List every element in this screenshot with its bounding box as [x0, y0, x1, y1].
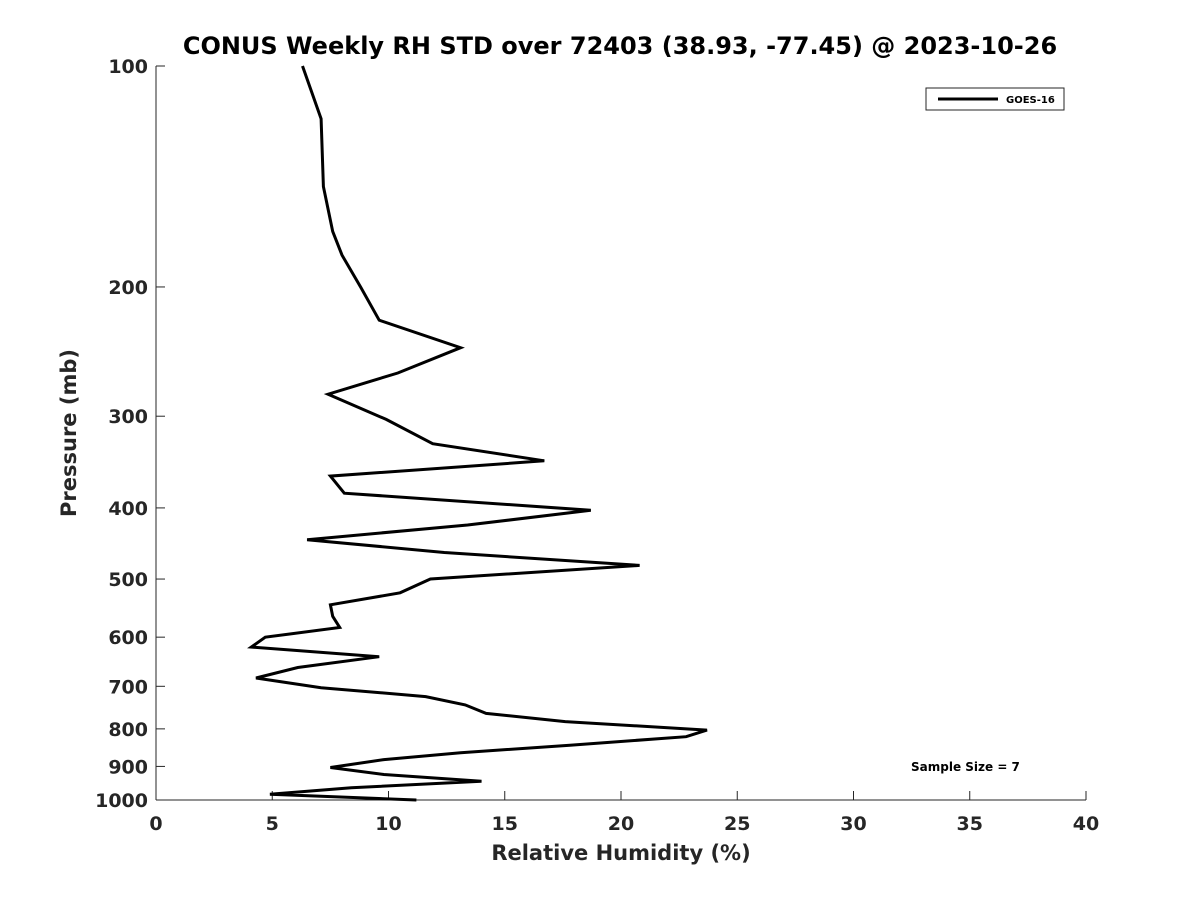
- y-tick-label: 700: [108, 676, 148, 698]
- x-tick-label: 15: [492, 813, 518, 835]
- y-tick-label: 100: [108, 56, 148, 78]
- y-tick-label: 400: [108, 498, 148, 520]
- x-tick-label: 25: [724, 813, 750, 835]
- x-tick-label: 35: [957, 813, 983, 835]
- x-tick-label: 0: [149, 813, 162, 835]
- y-tick-label: 300: [108, 406, 148, 428]
- series-layer: [247, 65, 708, 802]
- y-axis-ticks: 100 200 300 400 500 600 700 800 900 1000: [95, 56, 165, 812]
- x-axis-label: Relative Humidity (%): [491, 841, 750, 865]
- x-axis-ticks: 0 5 10 15 20 25 30 35 40: [149, 791, 1099, 835]
- legend: GOES-16: [925, 87, 1065, 111]
- y-tick-label: 1000: [95, 790, 148, 812]
- y-tick-label: 500: [108, 569, 148, 591]
- x-tick-label: 40: [1073, 813, 1099, 835]
- y-axis-label: Pressure (mb): [57, 349, 81, 517]
- x-tick-label: 30: [840, 813, 866, 835]
- legend-label: GOES-16: [1006, 95, 1055, 106]
- x-tick-label: 5: [266, 813, 279, 835]
- series-line-goes-16: [247, 65, 708, 802]
- y-tick-label: 200: [108, 277, 148, 299]
- plot-area: [155, 66, 1086, 801]
- chart-title: CONUS Weekly RH STD over 72403 (38.93, -…: [183, 32, 1057, 60]
- y-tick-label: 800: [108, 719, 148, 741]
- sample-size-annotation: Sample Size = 7: [911, 760, 1020, 774]
- x-tick-label: 20: [608, 813, 634, 835]
- x-tick-label: 10: [375, 813, 401, 835]
- y-tick-label: 600: [108, 627, 148, 649]
- y-tick-label: 900: [108, 756, 148, 778]
